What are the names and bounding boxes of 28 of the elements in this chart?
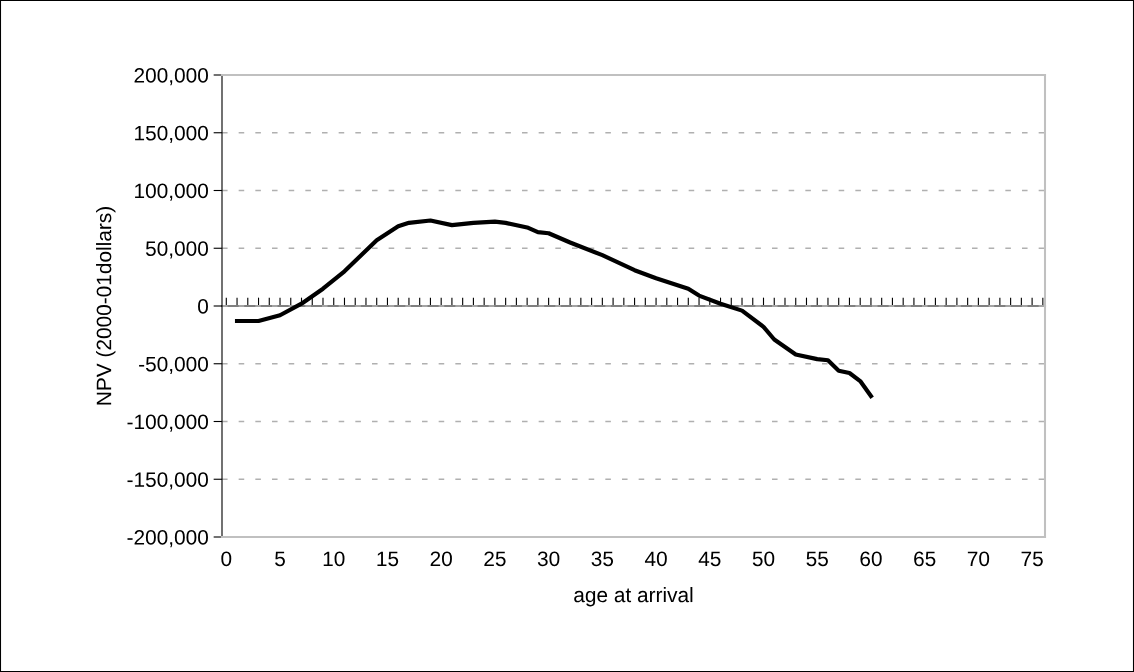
x-tick-label: 30: [537, 551, 560, 567]
x-axis-title: age at arrival: [574, 586, 693, 607]
x-tick-label: 15: [377, 551, 399, 567]
x-tick-label: 25: [484, 551, 506, 567]
x-tick-label: 40: [644, 551, 667, 567]
y-tick-label: -100,000: [127, 414, 208, 432]
y-tick-label: -50,000: [139, 356, 208, 374]
y-tick-label: 100,000: [135, 183, 208, 201]
y-tick-label: 200,000: [134, 68, 208, 86]
line-series: [234, 218, 874, 399]
x-tick-label: 35: [591, 551, 614, 567]
x-tick-label: 5: [275, 551, 285, 567]
y-tick-label: -150,000: [127, 472, 208, 490]
x-tick-label: 75: [1021, 551, 1043, 567]
x-tick-label: 0: [221, 551, 232, 567]
y-tick-label: -200,000: [127, 530, 208, 548]
y-tick-label: 50,000: [145, 241, 208, 259]
x-tick-label: 50: [752, 551, 775, 567]
x-tick-label: 65: [914, 551, 936, 567]
y-tick-label: 150,000: [135, 125, 208, 143]
x-tick-label: 45: [698, 551, 721, 567]
x-tick-label: 10: [323, 551, 345, 567]
x-tick-label: 20: [430, 551, 452, 567]
y-axis-title: NPV (2000-01dollars): [96, 207, 116, 405]
x-tick-label: 60: [860, 551, 882, 567]
y-tick-label: 0: [198, 299, 208, 314]
x-tick-label: 70: [967, 551, 990, 567]
x-tick-label: 55: [806, 551, 828, 567]
